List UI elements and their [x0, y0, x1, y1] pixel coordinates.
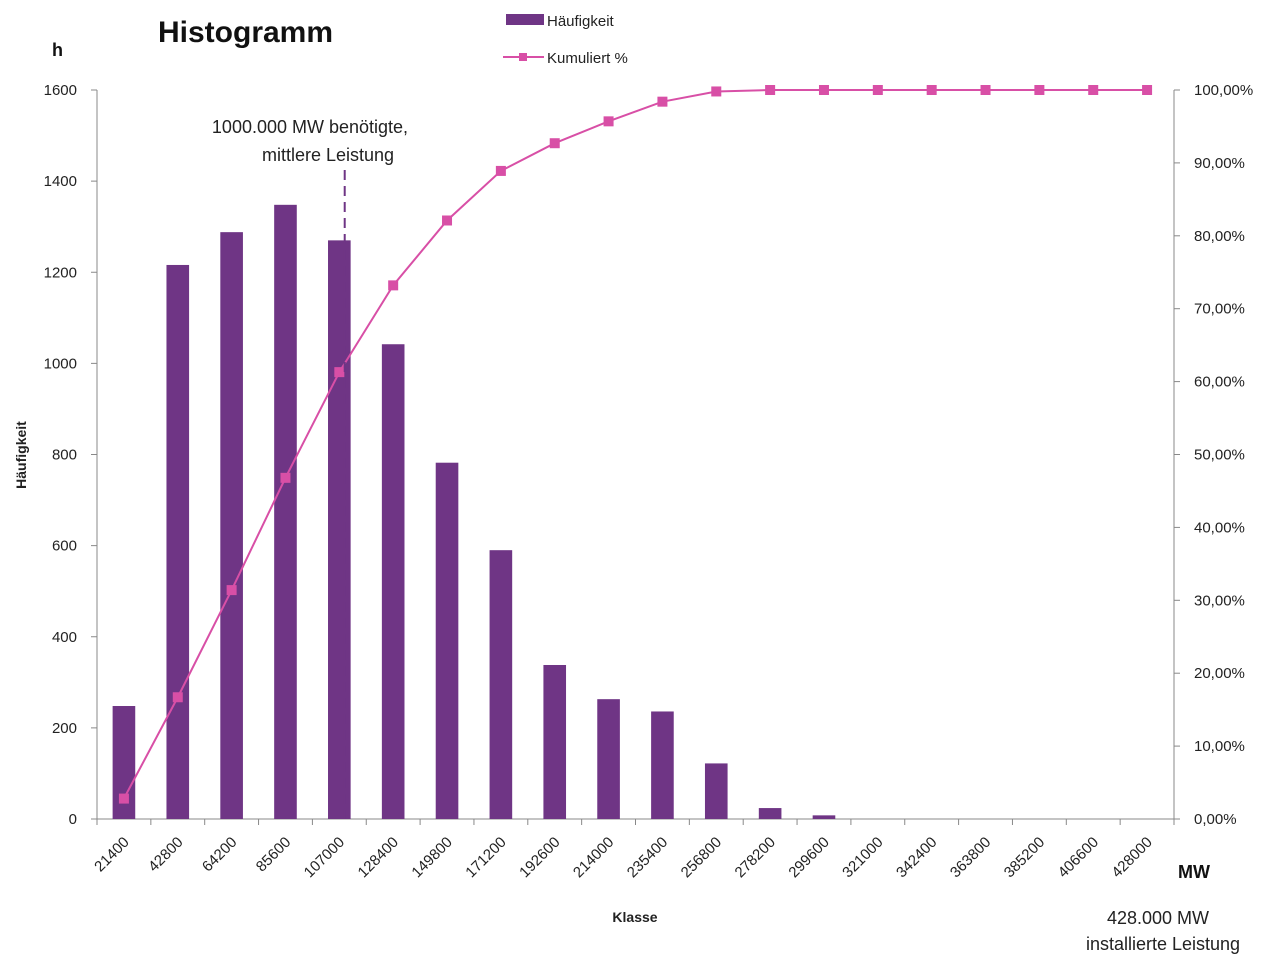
x-tick-label: 278200	[732, 834, 779, 881]
cumulative-marker	[1034, 85, 1045, 95]
y2-tick-label: 80,00%	[1194, 228, 1245, 245]
y-tick-label: 200	[52, 720, 77, 737]
y2-tick-label: 90,00%	[1194, 155, 1245, 172]
y2-tick-label: 50,00%	[1194, 447, 1245, 464]
x-axis-ticks: 21400 42800 64200 85600 107000 128400 149800 17…	[91, 819, 1175, 881]
x-tick-label: 363800	[947, 834, 994, 881]
y2-tick-label: 40,00%	[1194, 519, 1245, 536]
installed-annotation-line2: installierte Leistung	[1086, 934, 1240, 954]
cumulative-marker	[388, 280, 399, 291]
cumulative-marker	[980, 85, 991, 95]
y-tick-label: 1000	[44, 355, 77, 372]
cumulative-marker	[872, 85, 883, 95]
bar	[489, 550, 513, 819]
y-tick-label: 1200	[44, 264, 77, 281]
x-tick-label: 149800	[408, 834, 455, 881]
x-tick-label: 64200	[199, 834, 241, 876]
bar	[166, 264, 190, 820]
bar	[435, 462, 459, 819]
cumulative-marker	[495, 165, 506, 176]
cumulative-marker	[118, 793, 129, 804]
bar	[220, 232, 243, 819]
cumulative-marker	[603, 116, 614, 127]
mean-annotation-line1: 1000.000 MW benötigte,	[212, 117, 408, 137]
x-axis-label: Klasse	[612, 909, 657, 925]
y-unit-label: h	[52, 40, 63, 60]
bar	[543, 664, 567, 819]
cumulative-marker	[442, 215, 453, 226]
x-tick-label: 321000	[839, 834, 886, 881]
x-tick-label: 214000	[570, 834, 617, 881]
x-tick-label: 256800	[678, 834, 725, 881]
bar	[597, 699, 620, 819]
y-axis-ticks: 0 200 400 600 800 1000 1200 1400 1600	[44, 82, 97, 828]
x-tick-label: 192600	[516, 834, 563, 881]
cumulative-marker	[172, 692, 183, 703]
y2-tick-label: 100,00%	[1194, 82, 1253, 99]
legend-marker-kumuliert	[519, 53, 527, 61]
y-axis-label: Häufigkeit	[13, 421, 29, 489]
cumulative-marker	[1088, 85, 1099, 95]
bar	[381, 344, 405, 819]
bar	[328, 240, 351, 819]
bar	[651, 711, 674, 819]
cumulative-marker	[1142, 85, 1153, 95]
y2-tick-label: 10,00%	[1194, 738, 1245, 755]
bar	[274, 204, 297, 819]
y2-tick-label: 30,00%	[1194, 592, 1245, 609]
y2-tick-label: 70,00%	[1194, 301, 1245, 318]
x-tick-label: 406600	[1055, 834, 1102, 881]
x-tick-label: 299600	[785, 834, 832, 881]
cumulative-series	[118, 85, 1153, 804]
y-tick-label: 400	[52, 629, 77, 646]
cumulative-marker	[549, 138, 560, 149]
bar	[704, 763, 728, 819]
x-tick-label: 342400	[893, 834, 940, 881]
cumulative-marker	[818, 85, 829, 95]
x-tick-label: 428000	[1108, 834, 1155, 881]
y-tick-label: 1400	[44, 173, 77, 190]
bar-series	[112, 204, 836, 820]
x-tick-label: 128400	[355, 834, 402, 881]
x-tick-label: 85600	[253, 834, 295, 876]
legend-label-haeufigkeit: Häufigkeit	[547, 13, 615, 30]
x-tick-label: 42800	[145, 834, 187, 876]
y-tick-label: 0	[69, 811, 77, 828]
cumulative-marker	[765, 85, 776, 95]
cumulative-marker	[926, 85, 937, 95]
x-tick-label: 171200	[462, 834, 509, 881]
bar	[758, 808, 782, 819]
x-tick-label: 385200	[1001, 834, 1048, 881]
cumulative-line	[123, 89, 1148, 800]
y2-axis-ticks: 0,00% 10,00% 20,00% 30,00% 40,00% 50,00% 60,00…	[1174, 82, 1253, 828]
legend-label-kumuliert: Kumuliert %	[547, 50, 628, 67]
cumulative-marker	[280, 472, 291, 483]
cumulative-marker	[226, 585, 237, 596]
mean-annotation-line2: mittlere Leistung	[262, 145, 394, 165]
cumulative-marker	[657, 96, 668, 107]
cumulative-marker	[711, 86, 722, 97]
chart-title: Histogramm	[158, 16, 333, 49]
x-tick-label: 235400	[624, 834, 671, 881]
x-tick-label: 107000	[301, 834, 348, 881]
bar	[112, 706, 136, 819]
x-tick-label: 21400	[91, 834, 133, 876]
y-tick-label: 800	[52, 447, 77, 464]
installed-annotation-line1: 428.000 MW	[1107, 908, 1209, 928]
y2-tick-label: 20,00%	[1194, 665, 1245, 682]
x-unit-label: MW	[1178, 862, 1210, 882]
legend-swatch-haeufigkeit	[506, 14, 544, 25]
cumulative-marker	[334, 367, 345, 378]
y2-tick-label: 60,00%	[1194, 374, 1245, 391]
legend: Häufigkeit Kumuliert %	[503, 13, 628, 67]
y-tick-label: 600	[52, 538, 77, 555]
y-tick-label: 1600	[44, 82, 77, 99]
bar	[812, 815, 836, 819]
y2-tick-label: 0,00%	[1194, 811, 1237, 828]
